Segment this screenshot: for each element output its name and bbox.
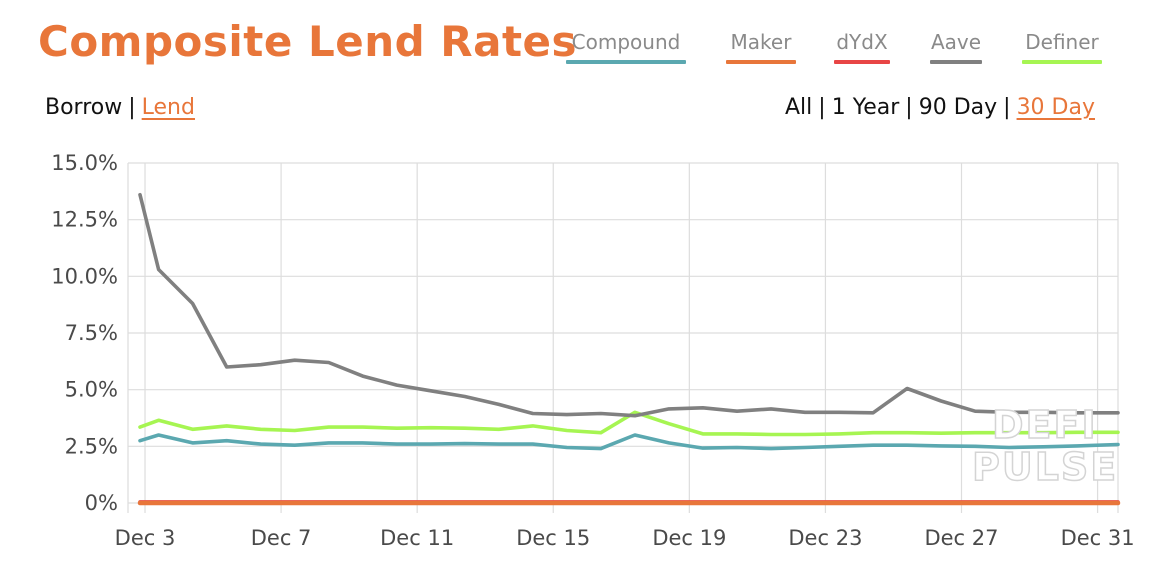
y-tick-label: 10.0% [51,264,118,288]
legend-item-definer[interactable]: Definer [1022,30,1102,64]
range-separator: | [905,95,913,120]
range-all-option[interactable]: All [785,95,813,120]
legend-label-dydx: dYdX [836,30,888,54]
legend-swatch-maker [726,60,796,64]
y-tick-label: 2.5% [65,434,118,458]
series-line-definer [138,410,1120,437]
x-tick-label: Dec 19 [652,526,726,550]
legend-item-aave[interactable]: Aave [930,30,982,64]
legend-label-definer: Definer [1025,30,1099,54]
x-tick-label: Dec 27 [924,526,998,550]
y-tick-label: 12.5% [51,208,118,232]
range-separator: | [1003,95,1011,120]
range-toggle: All | 1 Year | 90 Day | 30 Day [785,94,1095,122]
x-tick-label: Dec 7 [251,526,312,550]
mode-toggle: Borrow | Lend [45,94,195,122]
x-tick-label: Dec 3 [115,526,176,550]
x-axis-ticks: Dec 3 Dec 7 Dec 11 Dec 15 Dec 19 Dec 23 Dec 27… [115,526,1135,550]
range-90-day-option[interactable]: 90 Day [918,95,998,120]
chart-title: Composite Lend Rates [38,17,578,66]
legend-swatch-compound [566,60,686,64]
legend-label-aave: Aave [930,30,982,54]
legend-item-maker[interactable]: Maker [726,30,796,64]
toggle-separator: | [128,95,136,120]
x-tick-label: Dec 23 [788,526,862,550]
borrow-option[interactable]: Borrow [45,95,123,120]
legend-swatch-definer [1022,60,1102,64]
legend-label-compound: Compound [571,30,681,54]
watermark-line1: DEFI [992,403,1098,447]
y-tick-label: 0% [85,491,118,515]
lend-option[interactable]: Lend [141,95,195,120]
y-tick-label: 7.5% [65,321,118,345]
watermark-line2: PULSE [972,445,1118,489]
range-1-year-option[interactable]: 1 Year [831,95,900,120]
x-tick-label: Dec 31 [1061,526,1135,550]
legend-swatch-dydx [834,60,890,64]
y-axis-ticks: 0% 2.5% 5.0% 7.5% 10.0% 12.5% 15.0% [51,151,118,515]
legend-item-dydx[interactable]: dYdX [834,30,890,64]
legend-swatch-aave [930,60,982,64]
x-tick-label: Dec 15 [516,526,590,550]
legend-label-maker: Maker [730,30,792,54]
range-30-day-option[interactable]: 30 Day [1016,95,1095,120]
chart-grid [127,162,1119,513]
legend-item-compound[interactable]: Compound [566,30,686,64]
series-line-aave [138,192,1120,418]
range-separator: | [818,95,826,120]
y-tick-label: 15.0% [51,151,118,175]
x-tick-label: Dec 11 [380,526,454,550]
watermark: DEFI PULSE [971,402,1118,490]
series-lines [137,192,1121,506]
y-tick-label: 5.0% [65,378,118,402]
legend: Compound Maker dYdX Aave Definer [0,30,1160,70]
series-line-compound [138,433,1120,451]
